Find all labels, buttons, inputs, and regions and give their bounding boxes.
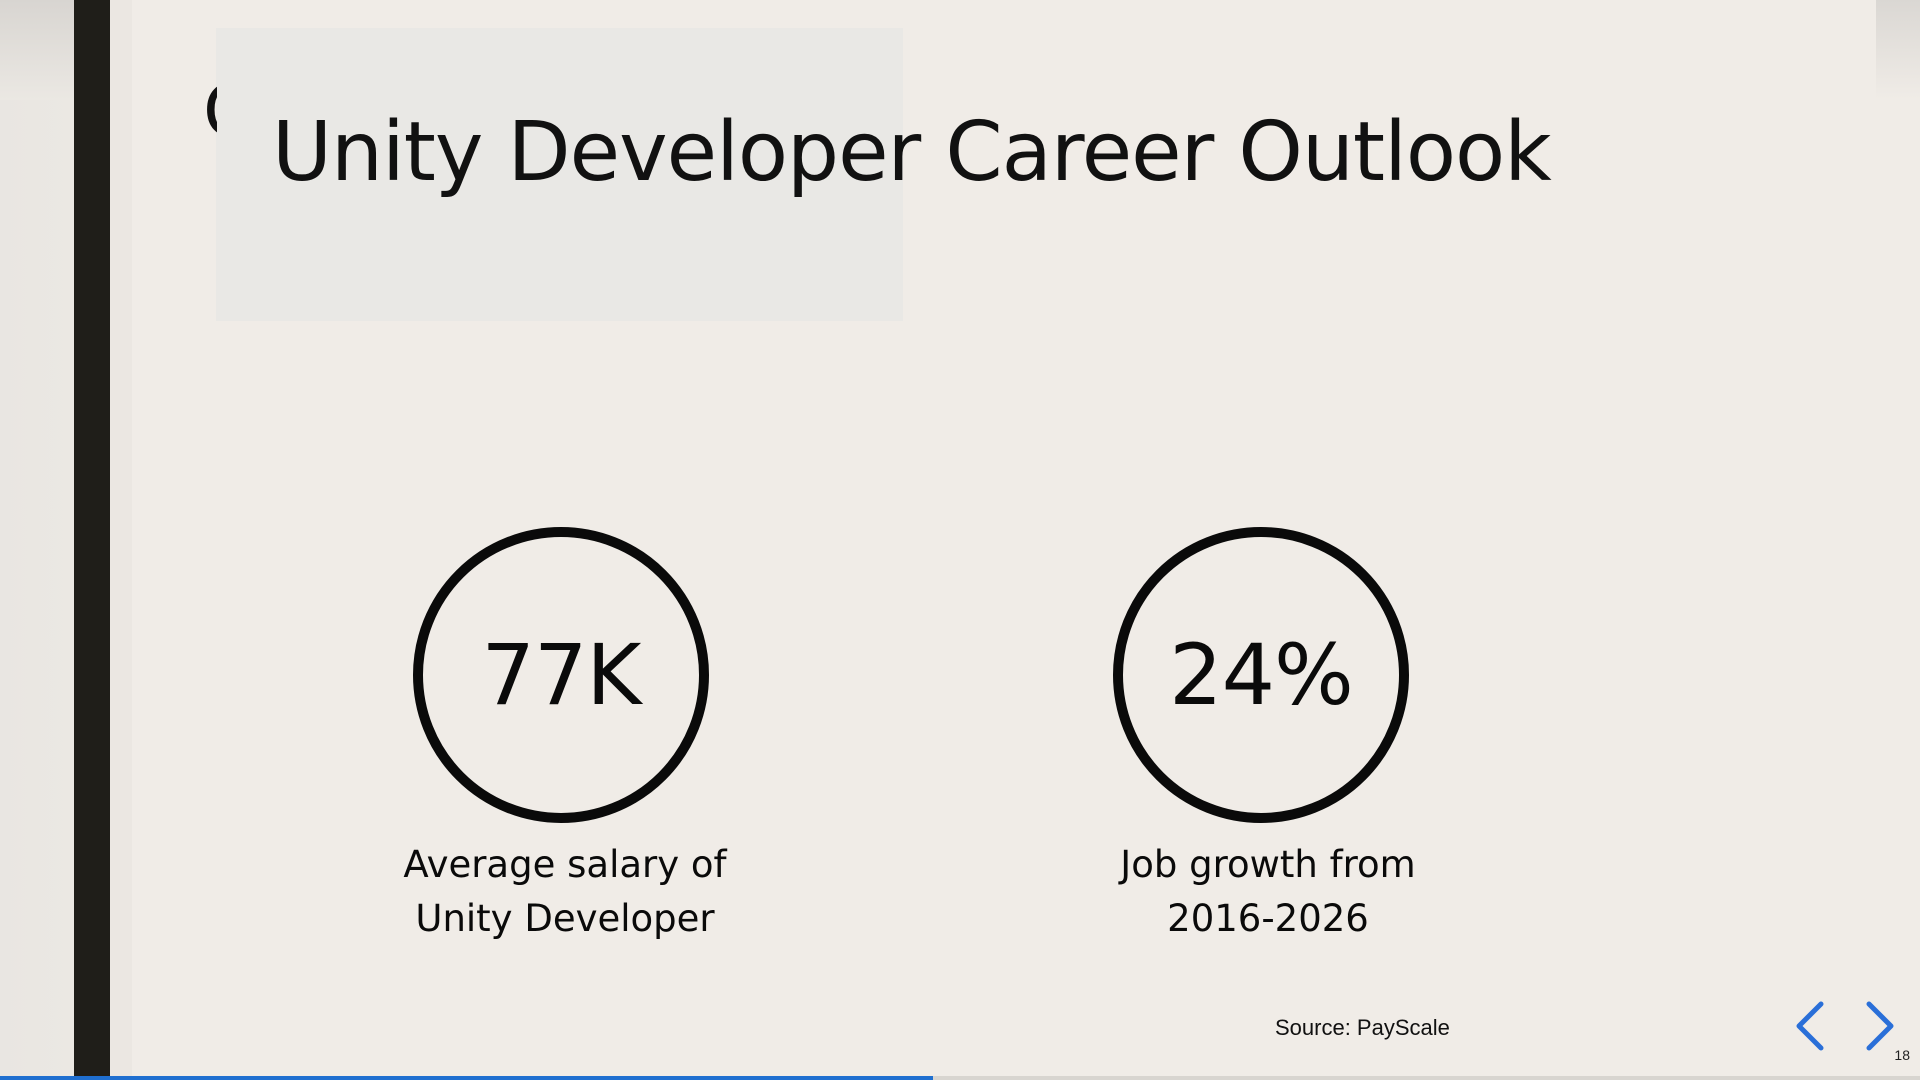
salary-stat-value: 77K — [481, 626, 642, 724]
growth-caption-line2: 2016-2026 — [1167, 897, 1369, 940]
slide-progress-track — [0, 1076, 1920, 1080]
left-accent-bar — [74, 0, 110, 1078]
chevron-right-icon — [1866, 1001, 1894, 1051]
title-placeholder-box — [216, 28, 903, 321]
source-citation: Source: PayScale — [1275, 1015, 1450, 1040]
salary-stat-caption: Average salary of Unity Developer — [335, 838, 795, 946]
salary-caption-line2: Unity Developer — [415, 897, 715, 940]
growth-stat-caption: Job growth from 2016-2026 — [1038, 838, 1498, 946]
chevron-left-icon — [1796, 1001, 1824, 1051]
growth-stat-circle: 24% — [1113, 527, 1409, 823]
page-number: 18 — [1894, 1047, 1910, 1063]
slide-progress-fill — [0, 1076, 934, 1080]
salary-caption-line1: Average salary of — [403, 843, 727, 886]
slide-title: Unity Developer Career Outlook — [272, 105, 1552, 200]
left-margin-shade — [0, 0, 74, 1080]
salary-stat-circle: 77K — [413, 527, 709, 823]
right-margin-shade — [1876, 0, 1920, 100]
slide-edge — [110, 0, 132, 1078]
growth-caption-line1: Job growth from — [1120, 843, 1416, 886]
previous-slide-button[interactable] — [1786, 998, 1834, 1054]
growth-stat-value: 24% — [1169, 626, 1354, 724]
next-slide-button[interactable] — [1856, 998, 1904, 1054]
title-ghost-glyph: C — [203, 76, 217, 146]
